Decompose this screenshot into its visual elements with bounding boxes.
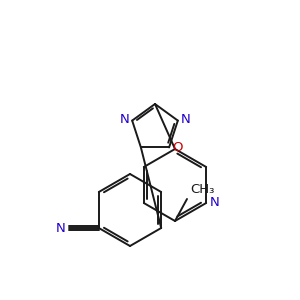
Text: N: N — [181, 113, 190, 126]
Text: CH₃: CH₃ — [190, 183, 214, 196]
Text: N: N — [119, 113, 129, 126]
Text: N: N — [210, 196, 220, 209]
Text: O: O — [172, 141, 183, 154]
Text: N: N — [56, 221, 66, 235]
